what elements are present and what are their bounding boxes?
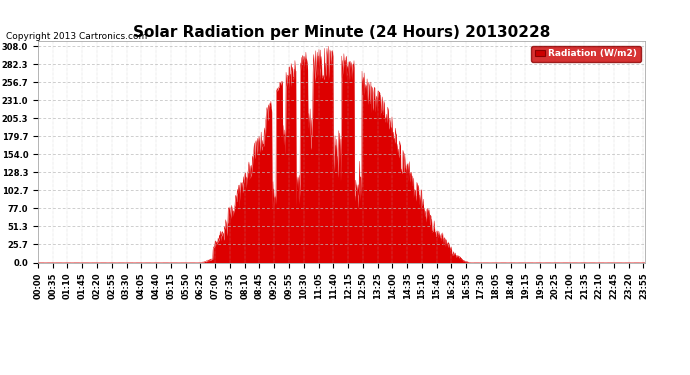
Text: Copyright 2013 Cartronics.com: Copyright 2013 Cartronics.com (6, 32, 147, 41)
Title: Solar Radiation per Minute (24 Hours) 20130228: Solar Radiation per Minute (24 Hours) 20… (133, 25, 550, 40)
Legend: Radiation (W/m2): Radiation (W/m2) (531, 46, 640, 62)
